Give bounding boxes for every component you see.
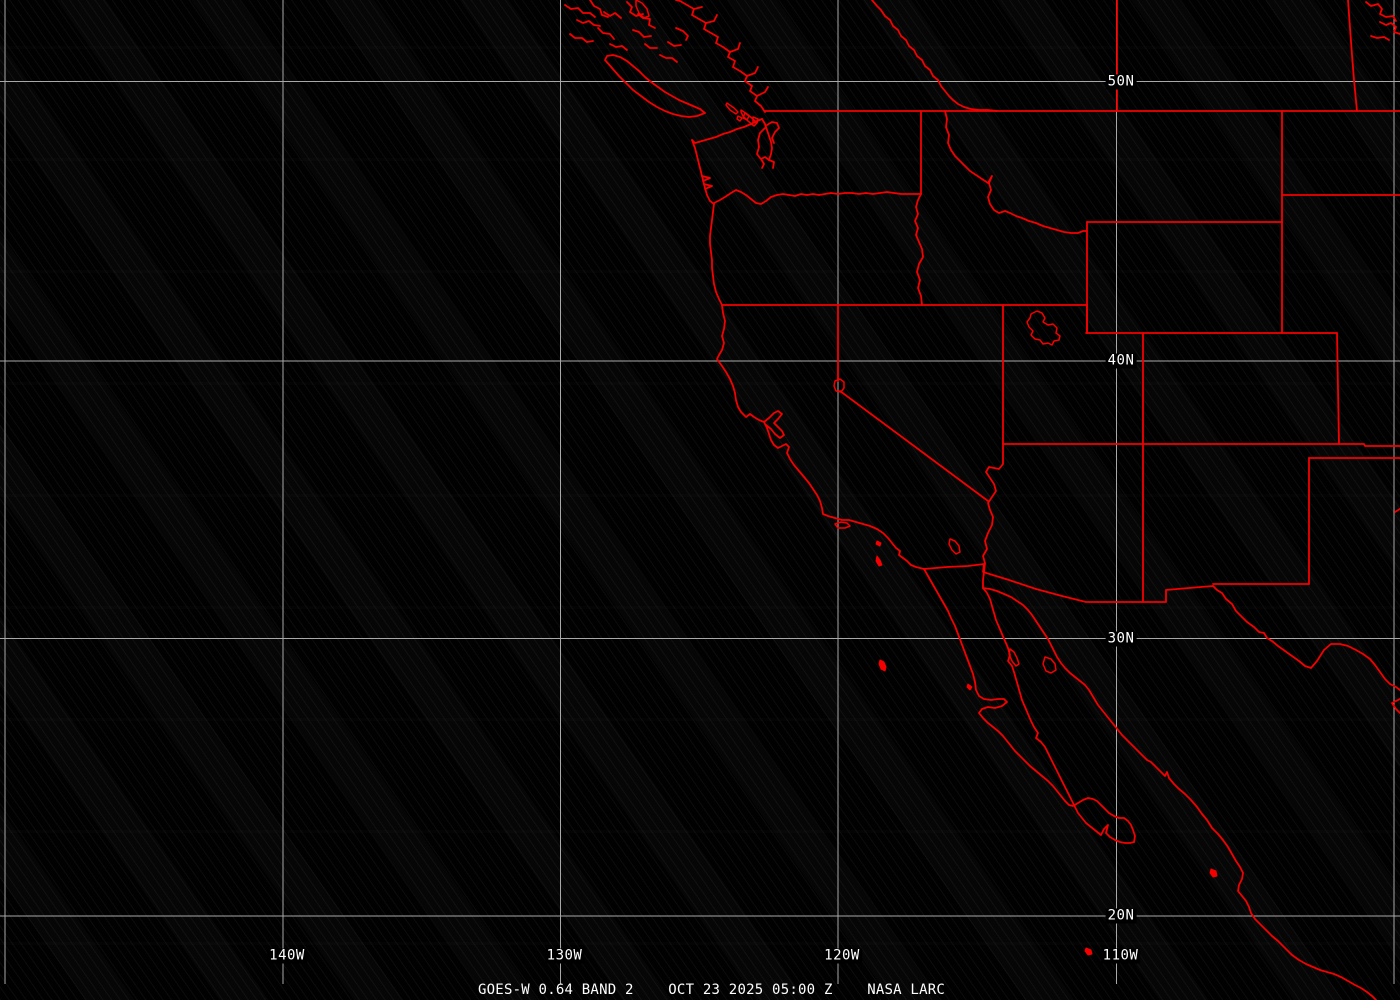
bc-inlet-squiggle (603, 11, 622, 19)
lon-label-120W: 120W (822, 947, 862, 964)
lon-label-110W: 110W (1100, 947, 1141, 964)
bc-inlet-squiggle (597, 27, 615, 40)
puget-sound (760, 156, 770, 169)
texada-island (740, 109, 758, 127)
bc-inlet-squiggle (644, 43, 658, 49)
islas-marias (1084, 947, 1093, 956)
rio-grande-river (1391, 698, 1400, 714)
bc-inlet-squiggle (637, 13, 656, 29)
lat-label-20N: 20N (1105, 907, 1137, 924)
bc-fjord-inlet (746, 66, 759, 77)
bc-inlet-squiggle (675, 27, 689, 41)
rio-grande-river (1212, 585, 1400, 691)
manitoba-lakes (1370, 35, 1390, 41)
baja-california-gulf-coastline (982, 587, 1135, 844)
bc-alberta-border (871, 0, 998, 112)
puget-sound (768, 159, 775, 169)
washington-coastline (691, 139, 715, 205)
us-mexico-border (923, 563, 1214, 603)
idaho-montana-border (944, 110, 1088, 234)
bc-mainland-coastline (675, 0, 766, 113)
caption: GOES-W 0.64 BAND 2 OCT 23 2025 05:00 Z N… (478, 982, 946, 998)
bc-inlet-squiggle (667, 41, 682, 47)
bc-inlet-squiggle (576, 19, 601, 27)
isla-cedros (878, 659, 887, 672)
vancouver-island (604, 54, 706, 118)
salton-sea (948, 538, 961, 555)
channel-islands (834, 521, 851, 529)
baja-california-west-coastline (923, 568, 1136, 843)
washington-oregon-border (713, 189, 922, 205)
lat-label-40N: 40N (1105, 352, 1137, 369)
great-salt-lake (1026, 310, 1061, 346)
catalina-island (875, 540, 882, 547)
strait-of-juan-de-fuca-shore (691, 118, 763, 144)
san-clemente-island (875, 555, 883, 567)
manitoba-lakes (1379, 21, 1400, 35)
grays-harbor (701, 175, 711, 182)
bc-inlet-squiggle (609, 43, 628, 51)
puget-sound (761, 118, 773, 161)
oregon-idaho-border (914, 193, 924, 306)
bc-inlet-squiggle (564, 4, 596, 18)
lon-label-130W: 130W (544, 947, 585, 964)
lat-label-30N: 30N (1105, 630, 1137, 646)
river-fragment (1394, 508, 1400, 513)
bc-fjord-inlet (693, 6, 703, 10)
lat-label-50N: 50N (1105, 73, 1137, 89)
isla-san-pedro-martir (1209, 868, 1218, 878)
hood-canal (756, 127, 766, 159)
bc-inlet-squiggle (569, 33, 594, 43)
california-nevada-border-diagonal (839, 390, 989, 502)
isla-natividad (966, 683, 973, 691)
colorado-east-border (1336, 332, 1340, 445)
37n-border-line (1002, 443, 1400, 447)
bc-island-blob (635, 0, 650, 19)
colorado-river-border (982, 443, 1004, 573)
lon-label-140W: 140W (267, 947, 307, 964)
bc-fjord-inlet (705, 14, 718, 24)
lake-tahoe (833, 378, 845, 393)
bc-inlet-squiggle (632, 29, 652, 38)
bc-fjord-inlet (729, 42, 741, 53)
johnstone-strait-shore (659, 54, 678, 63)
political-boundaries (564, 0, 1400, 1000)
sonora-sinaloa-coastline (982, 587, 1377, 1000)
central-southern-california-coastline (763, 421, 925, 570)
gulf-island-sliver (725, 102, 739, 115)
manitoba-lakes (1365, 1, 1397, 22)
san-francisco-bay (763, 410, 785, 439)
colorado-river-delta (982, 571, 985, 589)
san-juan-islands (736, 115, 743, 122)
isla-tiburon (1042, 656, 1057, 674)
whidbey-channel (766, 121, 780, 144)
isla-angel-de-la-guarda (1008, 648, 1020, 667)
oregon-california-coastline (709, 203, 765, 423)
bc-inlet-squiggle (589, 0, 609, 18)
bc-fjord-inlet (756, 86, 769, 97)
saskatchewan-manitoba-border (1347, 0, 1358, 112)
willapa-bay (703, 183, 713, 190)
